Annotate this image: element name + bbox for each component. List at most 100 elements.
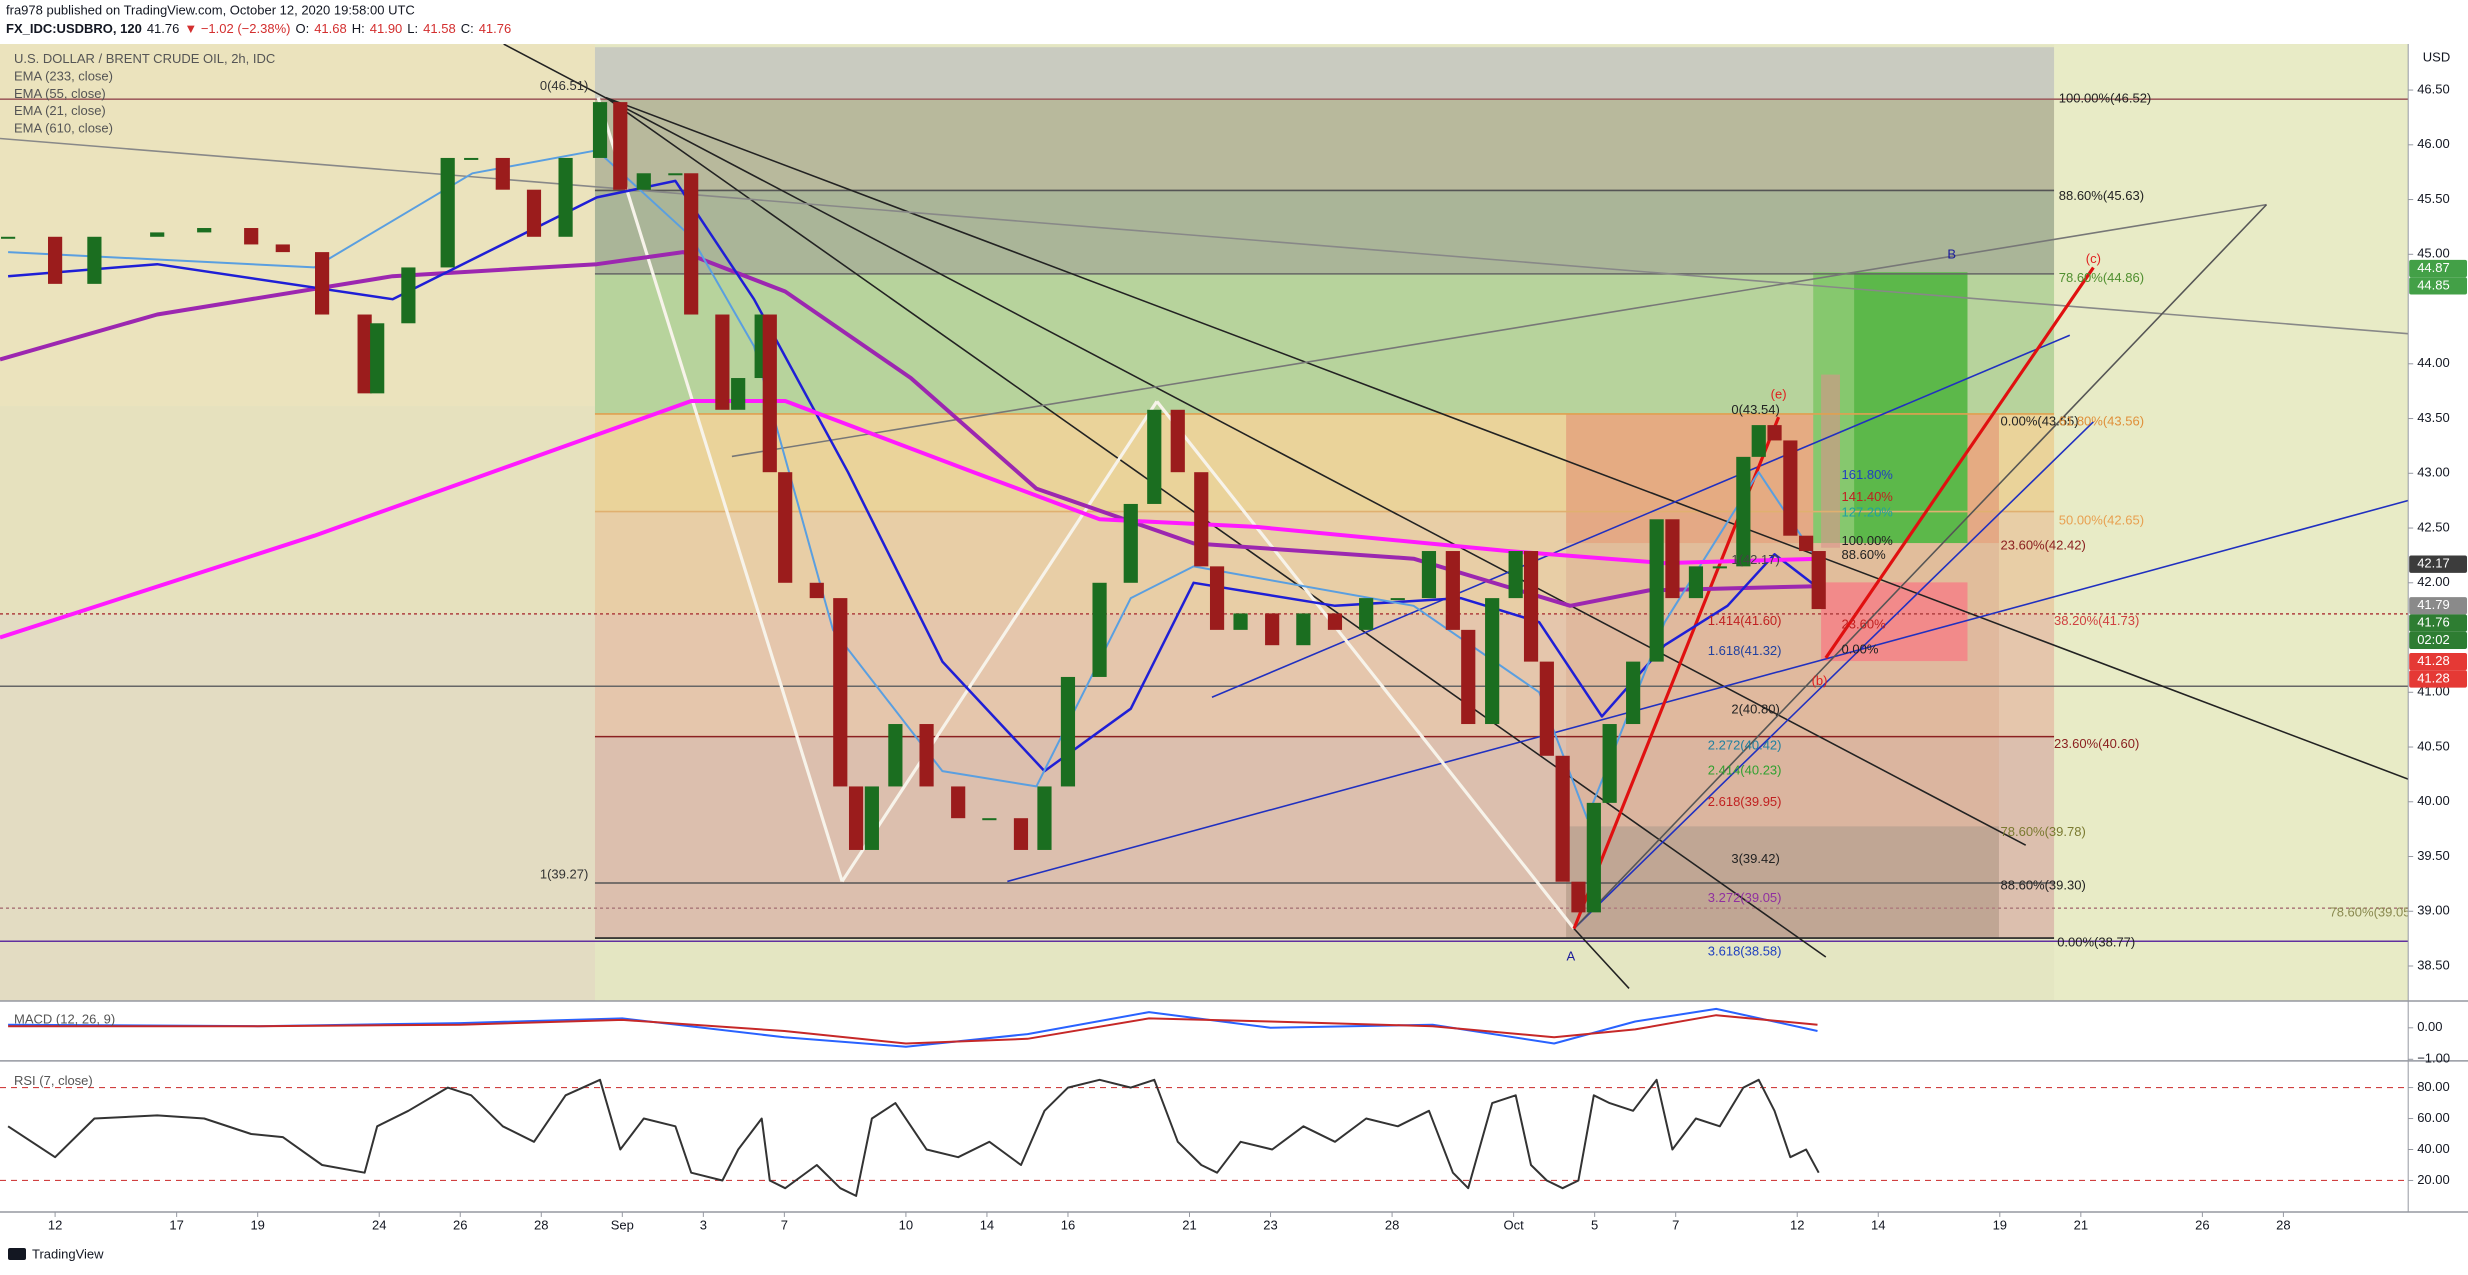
legend-entry: EMA (233, close) [14, 69, 113, 84]
y-tick-label: 40.00 [2417, 793, 2450, 808]
y-tick-label: 38.50 [2417, 957, 2450, 972]
drawing-label: 1.414(41.60) [1708, 613, 1782, 628]
candle [315, 252, 330, 315]
drawing-label: 3.618(38.58) [1708, 944, 1782, 959]
trend-line [840, 400, 1159, 883]
zone [1854, 272, 1968, 544]
y-tick-label: 43.50 [2417, 410, 2450, 425]
x-tick-label: 26 [453, 1218, 467, 1233]
zone [1821, 374, 1840, 548]
drawing-label: (e) [1771, 387, 1787, 402]
drawing-label: 88.60%(39.30) [2001, 878, 2086, 893]
price-tag-label: 41.76 [2417, 615, 2450, 630]
drawing-label: B [1947, 246, 1956, 261]
candle [1586, 802, 1601, 913]
trend-line [1573, 421, 2094, 930]
drawing-label: 78.60%(39.05) [2329, 904, 2414, 919]
candle [401, 267, 416, 324]
x-tick-label: 14 [1871, 1218, 1885, 1233]
candle [1555, 755, 1570, 882]
candle [592, 102, 608, 158]
candle [1461, 629, 1476, 725]
drawing-label: 78.60%(44.86) [2059, 270, 2144, 285]
drawing-label: 100.00% [1842, 533, 1894, 548]
price-tag [2409, 259, 2467, 278]
candle [1508, 551, 1523, 599]
price-tag-label: 41.79 [2417, 597, 2450, 612]
header-part: 41.58 [423, 21, 456, 36]
price-tag-label: 42.17 [2417, 556, 2450, 571]
rsi-pane [0, 1078, 2408, 1197]
candle [1147, 409, 1162, 504]
candle [613, 102, 628, 190]
header-part: C: [461, 21, 474, 36]
price-tag-label: 44.85 [2417, 277, 2450, 292]
trend-line [1573, 204, 2268, 930]
price-tag-label: 44.87 [2417, 260, 2450, 275]
drawing-label: 0.00%(43.55) [2001, 413, 2079, 428]
series-line [0, 399, 1822, 640]
overlay: 46.50 46.00 45.50 45.00 44.00 43.50 43.00 42.50… [0, 44, 2468, 1233]
drawing-label: (c) [2086, 251, 2101, 266]
header-part: 41.76 [147, 21, 180, 36]
header-part: 41.68 [314, 21, 347, 36]
price-pane: 0(46.51) 1(39.27) 100.00%(46.52) 88.60%(45.… [0, 78, 2414, 963]
trend-line [605, 96, 1827, 958]
candle [1751, 425, 1766, 457]
candle [87, 236, 102, 284]
x-tick-label: 10 [899, 1218, 913, 1233]
candle [1626, 661, 1641, 725]
trend-line [1211, 334, 2071, 698]
header-part: FX_IDC:USDBRO, 120 [6, 21, 142, 36]
candle [48, 236, 63, 284]
trend-line [605, 96, 2408, 780]
candle [1602, 724, 1617, 803]
candle [370, 323, 385, 394]
header-part: 41.76 [479, 21, 512, 36]
header-part: H: [352, 21, 365, 36]
x-tick-label: 3 [700, 1218, 707, 1233]
candle [1359, 598, 1374, 630]
candle [1712, 566, 1727, 569]
candle [1783, 440, 1798, 536]
y-tick-label: 43.00 [2417, 465, 2450, 480]
drawing-label: 100.00%(46.52) [2059, 91, 2152, 106]
x-tick-label: 5 [1591, 1218, 1598, 1233]
candle [1688, 566, 1704, 599]
y-tick-label: 39.50 [2417, 848, 2450, 863]
x-tick-label: 17 [169, 1218, 183, 1233]
y-tick-label: 40.50 [2417, 738, 2450, 753]
candle [1233, 613, 1248, 630]
legend-entry: EMA (610, close) [14, 121, 113, 136]
candle [778, 472, 793, 583]
x-tick-label: 19 [250, 1218, 264, 1233]
footer: TradingView [32, 1246, 104, 1261]
candle [1170, 409, 1185, 473]
trend-line [1824, 266, 2095, 659]
candle [1523, 551, 1539, 662]
candle [864, 786, 879, 850]
candle [848, 786, 864, 850]
x-tick-label: 28 [534, 1218, 548, 1233]
trend-line [596, 97, 844, 882]
zone [594, 273, 2055, 414]
candle [150, 232, 165, 237]
candle [1665, 519, 1680, 599]
drawing-label: 0(43.54) [1731, 402, 1779, 417]
x-tick-label: 14 [980, 1218, 994, 1233]
y-tick-label: 46.00 [2417, 136, 2450, 151]
price-tag-label: 41.28 [2417, 670, 2450, 685]
y-tick-label: 42.00 [2417, 574, 2450, 589]
drawing-label: 38.20%(41.73) [2054, 613, 2139, 628]
publish-info: fra978 published on TradingView.com, Oct… [6, 2, 415, 17]
candle [1194, 472, 1209, 567]
candle [762, 314, 777, 473]
macd-pane [8, 1007, 1818, 1048]
candle [1092, 582, 1107, 677]
symbol-info: FX_IDC:USDBRO, 120 41.76 ▼ −1.02 (−2.38%) O… [6, 21, 511, 36]
y-tick-label: 39.00 [2417, 903, 2450, 918]
pane-title: MACD (12, 26, 9) [14, 1011, 115, 1026]
x-tick-label: 28 [1385, 1218, 1399, 1233]
candle [1421, 551, 1437, 599]
price-tag [2409, 277, 2467, 295]
